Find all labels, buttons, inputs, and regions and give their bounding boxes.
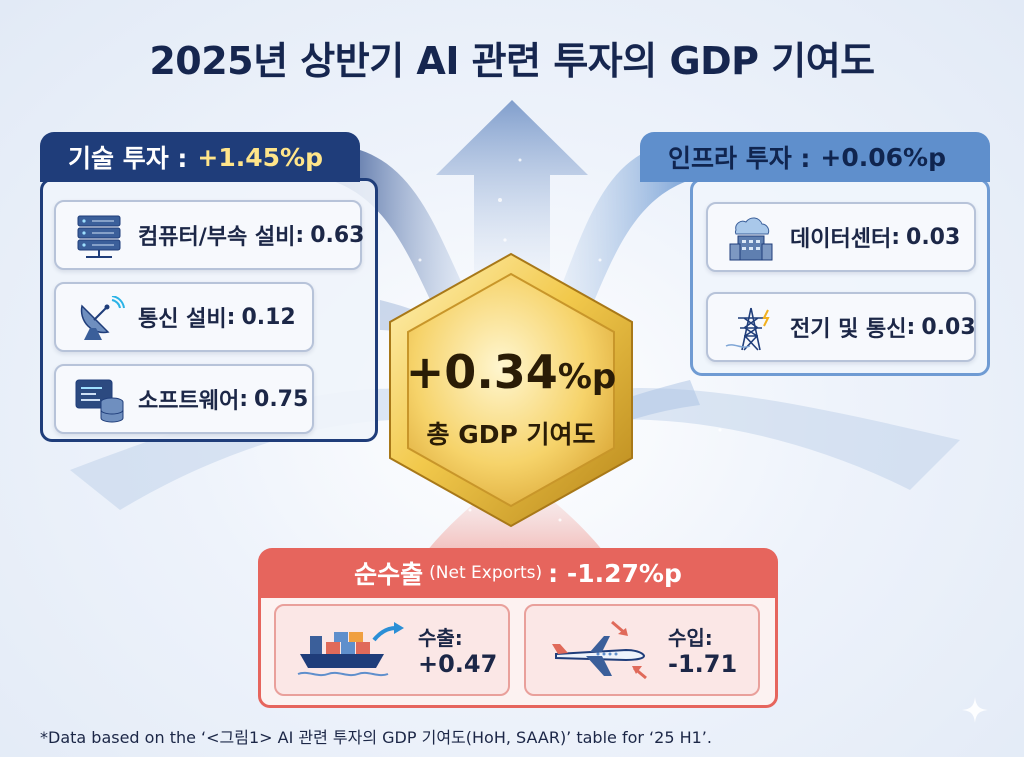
card-label: 데이터센터 — [790, 227, 892, 252]
card-software: 소프트웨어: 0.75 — [54, 364, 314, 434]
card-label: 컴퓨터/부속 설비 — [138, 225, 296, 250]
card-value: 0.63 — [310, 222, 365, 248]
tech-investment-header: 기술 투자 : +1.45%p — [40, 132, 360, 182]
total-contribution-value: +0.34%p — [405, 345, 617, 399]
server-rack-icon — [77, 215, 121, 258]
card-value: 0.03 — [906, 224, 961, 250]
footnote: *Data based on the ‘<그림1> AI 관련 투자의 GDP … — [40, 728, 712, 747]
net-exports-header: 순수출 (Net Exports) : -1.27%p — [258, 548, 778, 598]
infra-investment-label: 인프라 투자 : — [668, 144, 811, 173]
sparkle-icon — [962, 697, 988, 723]
total-contribution-hexagon — [389, 252, 633, 528]
page-title: 2025년 상반기 AI 관련 투자의 GDP 기여도 — [149, 39, 875, 83]
tech-investment-label: 기술 투자 : — [68, 144, 188, 173]
card-value: 0.03 — [921, 314, 976, 340]
cargo-ship-icon — [297, 622, 404, 677]
card-power-telecom: 전기 및 통신: 0.03 — [706, 292, 976, 362]
cloud-datacenter-icon — [729, 217, 773, 261]
card-telecom-equipment: 통신 설비: 0.12 — [54, 282, 314, 352]
card-computer-equipment: 컴퓨터/부속 설비: 0.63 — [54, 200, 365, 270]
card-value: 0.12 — [241, 304, 296, 330]
net-exports-value: : -1.27%p — [548, 558, 682, 588]
imports-label: 수입: — [668, 626, 713, 650]
card-label: 통신 설비 — [138, 307, 227, 332]
satellite-dish-icon — [80, 296, 125, 340]
total-contribution-label: 총 GDP 기여도 — [426, 420, 596, 449]
card-value: 0.75 — [254, 386, 309, 412]
exports-label: 수출: — [418, 626, 463, 650]
tech-investment-value: +1.45%p — [197, 142, 323, 172]
card-label: 소프트웨어 — [138, 389, 240, 414]
power-tower-icon — [725, 307, 770, 351]
card-datacenter: 데이터센터: 0.03 — [706, 202, 976, 272]
infra-investment-header: 인프라 투자 : +0.06%p — [640, 132, 990, 182]
card-imports: 수입: -1.71 — [524, 604, 760, 696]
imports-value: -1.71 — [668, 650, 738, 678]
net-exports-sublabel: (Net Exports) — [429, 563, 543, 583]
airplane-icon — [552, 620, 647, 680]
infra-investment-value: +0.06%p — [820, 142, 946, 172]
net-exports-label: 순수출 — [354, 560, 424, 589]
card-exports: 수출: +0.47 — [274, 604, 510, 696]
exports-value: +0.47 — [418, 650, 498, 678]
software-database-icon — [75, 379, 124, 423]
card-label: 전기 및 통신 — [790, 317, 907, 342]
